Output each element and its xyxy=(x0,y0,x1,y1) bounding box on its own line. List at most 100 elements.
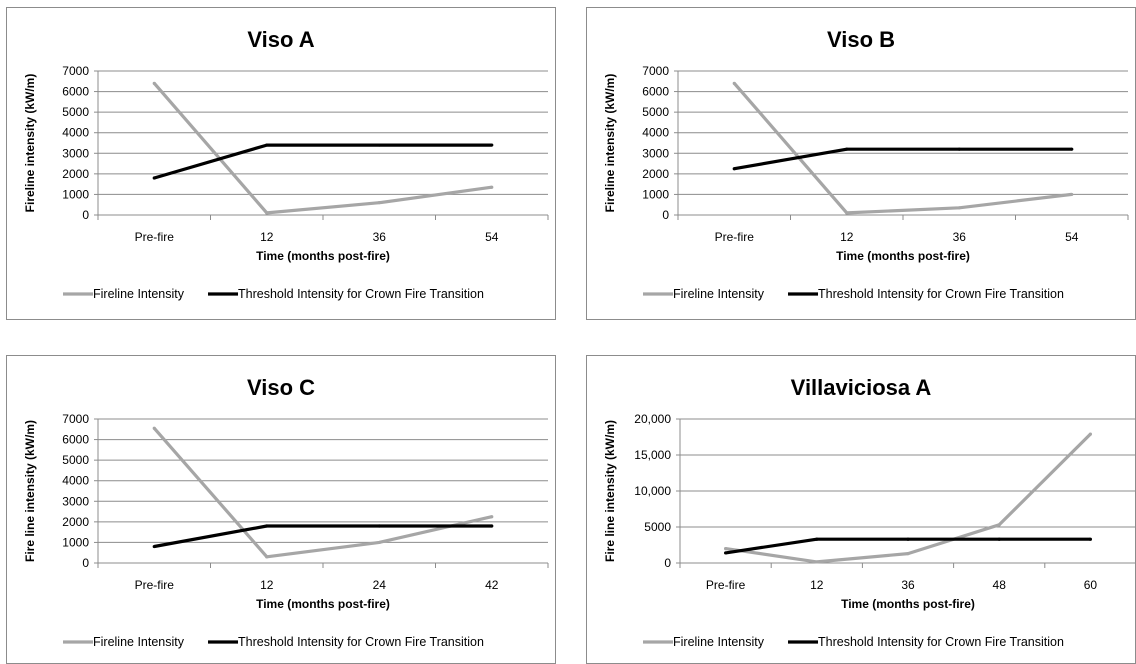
legend-label: Fireline Intensity xyxy=(673,635,765,649)
data-point xyxy=(1088,432,1092,436)
series-line-threshold-intensity xyxy=(154,524,492,549)
chart-svg: Viso A 0 1000 2000 3000 4000 5000 6000 7000 Pre-f… xyxy=(23,27,549,301)
y-tick-label: 0 xyxy=(82,556,89,570)
x-axis-title: Time (months post-fire) xyxy=(256,597,390,611)
x-tick-label: 24 xyxy=(373,578,387,592)
x-tick-label: Pre-fire xyxy=(706,578,746,592)
y-tick-label: 5000 xyxy=(62,105,89,119)
x-tick-label: 12 xyxy=(260,230,274,244)
data-point xyxy=(845,147,849,151)
x-tick-label: 12 xyxy=(260,578,274,592)
y-tick-label: 7000 xyxy=(62,412,89,426)
data-point xyxy=(906,537,910,541)
y-tick-label: 5000 xyxy=(642,105,669,119)
legend-label: Fireline Intensity xyxy=(93,635,185,649)
data-point xyxy=(997,523,1001,527)
y-tick-label: 1000 xyxy=(642,187,669,201)
y-tick-label: 2000 xyxy=(642,167,669,181)
x-axis-title: Time (months post-fire) xyxy=(836,249,970,263)
data-point xyxy=(724,551,728,555)
legend-label: Threshold Intensity for Crown Fire Trans… xyxy=(238,635,484,649)
series-line-threshold-intensity xyxy=(153,143,492,180)
x-tick-label: Pre-fire xyxy=(715,230,755,244)
data-point xyxy=(152,426,156,430)
chart-title: Viso C xyxy=(247,375,315,400)
data-point xyxy=(265,143,269,147)
y-tick-label: 4000 xyxy=(642,126,669,140)
data-point xyxy=(815,537,819,541)
chart-panel-villaviciosa-a: Villaviciosa A 0 5000 10,000 15,000 20,000 Pre… xyxy=(586,355,1136,664)
chart-svg: Viso C 0 1000 2000 3000 4000 5000 6000 7000 Pre-f… xyxy=(23,375,549,649)
legend: Fireline Intensity Threshold Intensity fo… xyxy=(63,635,484,649)
data-point xyxy=(957,206,961,210)
data-point xyxy=(732,167,736,171)
y-tick-label: 0 xyxy=(664,556,671,570)
data-point xyxy=(152,544,156,549)
y-axis-title: Fire line intensity (kW/m) xyxy=(603,420,617,562)
chart-panel-viso-b: Viso B 0 1000 2000 3000 4000 5000 6000 7000 Pre-f… xyxy=(586,7,1136,320)
x-tick-label: 54 xyxy=(1065,230,1079,244)
data-point xyxy=(377,540,381,545)
data-point xyxy=(1070,192,1074,197)
data-point xyxy=(490,143,494,147)
y-tick-label: 1000 xyxy=(62,187,89,201)
x-tick-label: 12 xyxy=(810,578,824,592)
data-point xyxy=(490,515,494,519)
data-point xyxy=(152,176,156,180)
series-line-fireline-intensity xyxy=(733,82,1072,215)
legend-label: Fireline Intensity xyxy=(93,287,185,301)
y-tick-label: 0 xyxy=(82,208,89,222)
legend: Fireline Intensity Threshold Intensity fo… xyxy=(63,287,484,301)
data-point xyxy=(906,552,910,556)
y-tick-label: 20,000 xyxy=(634,412,671,426)
y-tick-label: 3000 xyxy=(62,494,89,508)
y-tick-label: 5000 xyxy=(62,453,89,467)
x-tick-label: 12 xyxy=(840,230,854,244)
legend-label: Threshold Intensity for Crown Fire Trans… xyxy=(818,635,1064,649)
y-tick-label: 7000 xyxy=(62,64,89,78)
series-line-fireline-intensity xyxy=(153,427,493,559)
y-tick-label: 0 xyxy=(662,208,669,222)
data-point xyxy=(997,537,1001,541)
chart-panel-viso-c: Viso C 0 1000 2000 3000 4000 5000 6000 7000 Pre-f… xyxy=(6,355,556,664)
y-tick-label: 3000 xyxy=(642,146,669,160)
y-tick-label: 15,000 xyxy=(634,448,671,462)
series-line-fireline-intensity xyxy=(725,432,1092,564)
x-tick-label: 54 xyxy=(485,230,499,244)
data-point xyxy=(724,547,728,551)
x-axis-title: Time (months post-fire) xyxy=(841,597,975,611)
legend: Fireline Intensity Threshold Intensity fo… xyxy=(643,287,1064,301)
x-tick-label: 36 xyxy=(953,230,967,244)
y-tick-label: 2000 xyxy=(62,515,89,529)
data-point xyxy=(377,524,381,528)
y-axis-title: Fireline intensity (kW/m) xyxy=(23,74,37,213)
x-tick-label: 48 xyxy=(993,578,1007,592)
chart-svg: Villaviciosa A 0 5000 10,000 15,000 20,000 Pre… xyxy=(603,375,1136,649)
data-point xyxy=(152,81,156,85)
x-tick-label: Pre-fire xyxy=(135,578,175,592)
legend-label: Fireline Intensity xyxy=(673,287,765,301)
series-line-threshold-intensity xyxy=(734,147,1072,171)
legend-label: Threshold Intensity for Crown Fire Trans… xyxy=(238,287,484,301)
x-tick-label: 36 xyxy=(373,230,387,244)
chart-svg: Viso B 0 1000 2000 3000 4000 5000 6000 7000 Pre-f… xyxy=(603,27,1129,301)
chart-panel-viso-a: Viso A 0 1000 2000 3000 4000 5000 6000 7000 Pre-f… xyxy=(6,7,556,320)
data-point xyxy=(845,211,849,215)
series-line-threshold-intensity xyxy=(725,537,1091,555)
y-tick-label: 10,000 xyxy=(634,484,671,498)
y-tick-label: 2000 xyxy=(62,167,89,181)
x-axis-title: Time (months post-fire) xyxy=(256,249,390,263)
data-point xyxy=(732,81,736,85)
x-tick-label: Pre-fire xyxy=(135,230,175,244)
y-tick-label: 7000 xyxy=(642,64,669,78)
y-tick-label: 5000 xyxy=(644,520,671,534)
data-point xyxy=(815,560,819,564)
data-point xyxy=(265,524,269,528)
series-line-fireline-intensity xyxy=(153,82,493,215)
data-point xyxy=(265,211,269,215)
data-point xyxy=(1070,147,1074,151)
x-tick-label: 60 xyxy=(1084,578,1098,592)
y-tick-label: 3000 xyxy=(62,146,89,160)
y-axis-title: Fireline intensity (kW/m) xyxy=(603,74,617,213)
x-tick-label: 42 xyxy=(485,578,499,592)
